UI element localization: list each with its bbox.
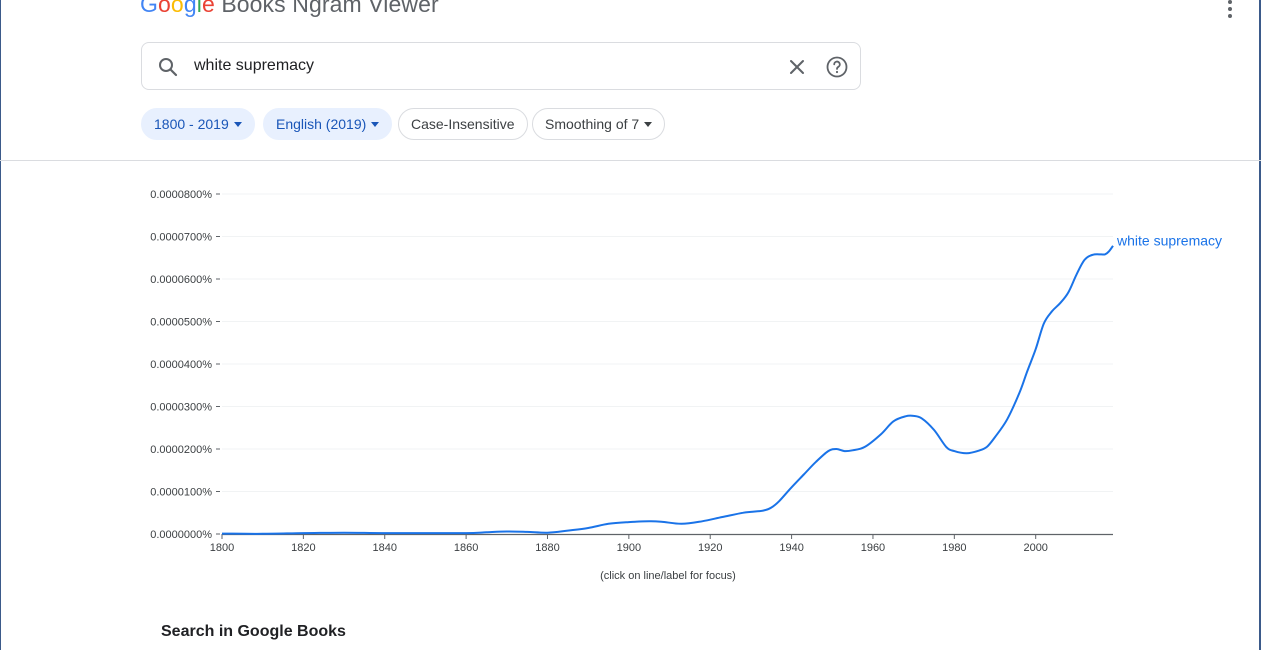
case-insensitive-label: Case-Insensitive xyxy=(411,116,515,132)
caret-down-icon xyxy=(233,122,242,127)
help-circle-icon[interactable] xyxy=(825,55,849,79)
x-tick-label: 1840 xyxy=(372,542,396,554)
caret-down-icon xyxy=(644,122,653,127)
corpus-label: English (2019) xyxy=(276,116,367,132)
y-tick-label: 0.0000200% xyxy=(150,444,212,456)
window-border-left xyxy=(0,0,1,650)
logo-product-name: Books Ngram Viewer xyxy=(214,0,439,17)
x-tick-label: 1880 xyxy=(535,542,559,554)
year-range-label: 1800 - 2019 xyxy=(154,116,229,132)
logo-letter: g xyxy=(183,0,197,17)
search-books-heading: Search in Google Books xyxy=(161,623,346,640)
more-vert-icon[interactable] xyxy=(1222,0,1238,20)
x-tick-label: 1960 xyxy=(861,542,885,554)
x-tick-label: 1980 xyxy=(942,542,966,554)
ngram-chart: 0.0000000% 0.0000100% 0.0000200% 0.0000300%… xyxy=(150,189,1222,582)
logo-letter: o xyxy=(170,0,184,17)
x-tick-label: 2000 xyxy=(1023,542,1047,554)
y-tick-label: 0.0000800% xyxy=(150,189,212,201)
series-label-white-supremacy[interactable]: white supremacy xyxy=(1116,232,1222,248)
smoothing-label: Smoothing of 7 xyxy=(545,116,640,132)
x-tick-label: 1940 xyxy=(779,542,803,554)
y-tick-label: 0.0000400% xyxy=(150,359,212,371)
y-tick-label: 0.0000100% xyxy=(150,487,212,499)
search-icon[interactable] xyxy=(156,55,180,79)
close-icon[interactable] xyxy=(785,55,809,79)
x-tick-label: 1900 xyxy=(617,542,641,554)
smoothing-dropdown[interactable]: Smoothing of 7 xyxy=(532,108,666,140)
logo-letter: l xyxy=(196,0,202,17)
y-tick-label: 0.0000300% xyxy=(150,402,212,414)
x-tick-label: 1920 xyxy=(698,542,722,554)
x-tick-label: 1800 xyxy=(210,542,234,554)
y-tick-label: 0.0000600% xyxy=(150,274,212,286)
search-input[interactable] xyxy=(194,52,754,80)
logo-letter: e xyxy=(201,0,215,17)
y-tick-label: 0.0000000% xyxy=(150,529,212,541)
logo-letter: G xyxy=(140,0,158,17)
case-insensitive-toggle[interactable]: Case-Insensitive xyxy=(398,108,528,140)
series-line-white-supremacy[interactable] xyxy=(221,245,1114,535)
y-tick-label: 0.0000500% xyxy=(150,317,212,329)
app-logo[interactable]: Google Books Ngram Viewer xyxy=(140,0,439,18)
logo-letter: o xyxy=(158,0,171,17)
x-tick-label: 1820 xyxy=(291,542,315,554)
year-range-dropdown[interactable]: 1800 - 2019 xyxy=(141,108,255,140)
header-divider xyxy=(0,160,1261,161)
x-tick-label: 1860 xyxy=(454,542,478,554)
corpus-dropdown[interactable]: English (2019) xyxy=(263,108,393,140)
window-border-right xyxy=(1259,0,1261,650)
search-box xyxy=(141,42,861,90)
caret-down-icon xyxy=(371,122,380,127)
y-tick-label: 0.0000700% xyxy=(150,232,212,244)
x-axis-caption: (click on line/label for focus) xyxy=(600,570,736,582)
